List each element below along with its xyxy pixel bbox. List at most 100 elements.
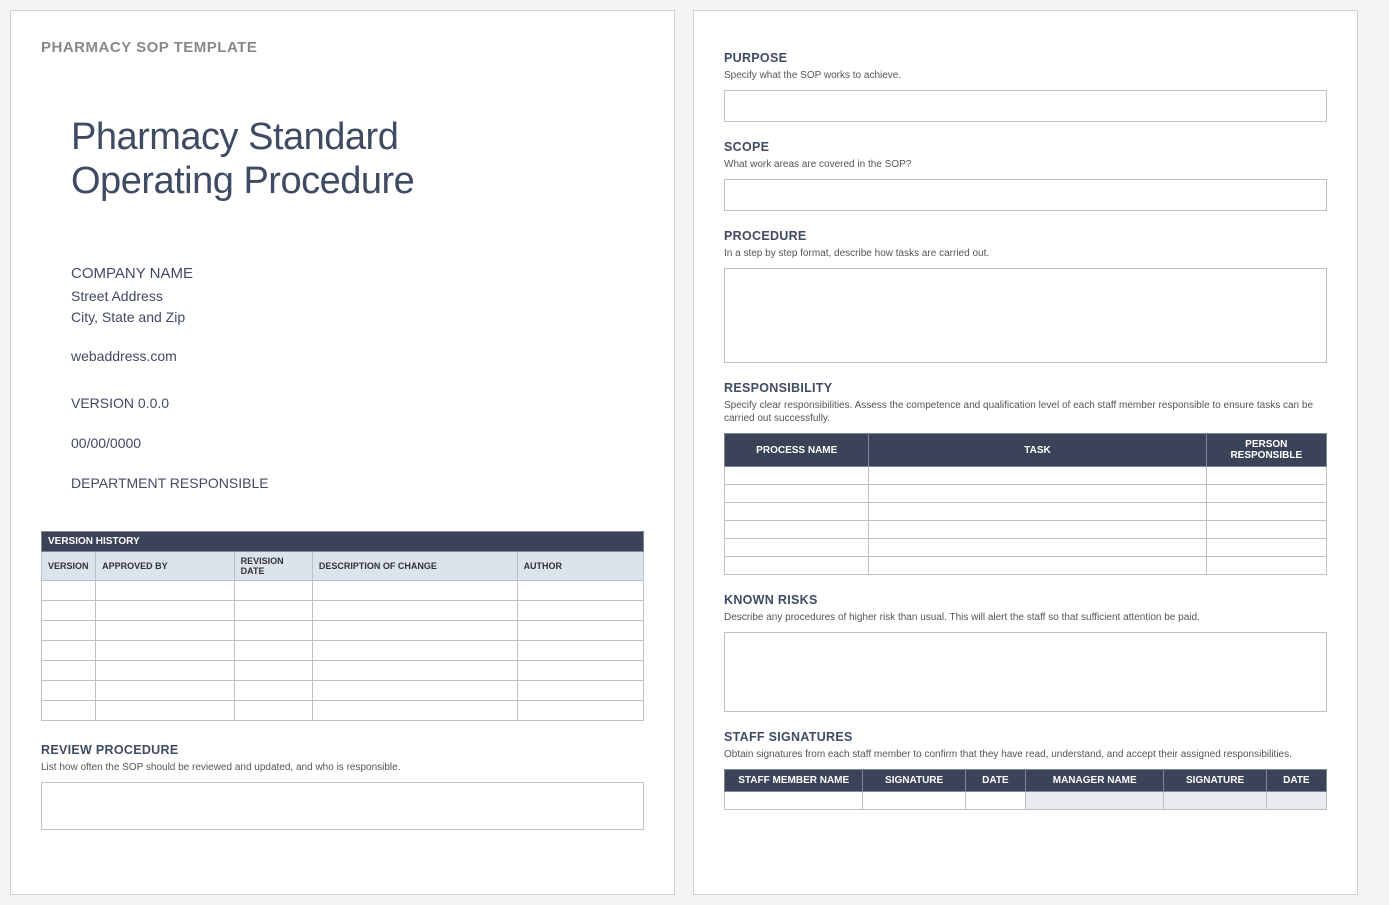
procedure-input-box[interactable] — [724, 268, 1327, 363]
table-cell[interactable] — [517, 680, 643, 700]
table-cell[interactable] — [725, 485, 869, 503]
review-input-box[interactable] — [41, 782, 644, 830]
responsibility-section: RESPONSIBILITY Specify clear responsibil… — [724, 381, 1327, 575]
sig-col-staff-signature: SIGNATURE — [863, 770, 965, 792]
table-cell[interactable] — [1206, 557, 1326, 575]
table-cell[interactable] — [96, 600, 234, 620]
title-line-1: Pharmacy Standard — [71, 116, 644, 160]
table-cell[interactable] — [42, 600, 96, 620]
sig-col-manager-date: DATE — [1266, 770, 1326, 792]
procedure-section: PROCEDURE In a step by step format, desc… — [724, 229, 1327, 363]
sig-heading: STAFF SIGNATURES — [724, 730, 1327, 744]
version-history-header-row: VERSION APPROVED BY REVISION DATE DESCRI… — [42, 551, 644, 580]
table-cell[interactable] — [1206, 503, 1326, 521]
title-line-2: Operating Procedure — [71, 160, 644, 204]
table-row — [725, 503, 1327, 521]
table-cell[interactable] — [312, 620, 517, 640]
table-cell[interactable] — [234, 700, 312, 720]
table-cell[interactable] — [42, 640, 96, 660]
col-description: DESCRIPTION OF CHANGE — [312, 551, 517, 580]
table-cell[interactable] — [869, 557, 1206, 575]
table-cell[interactable] — [96, 580, 234, 600]
table-cell[interactable] — [42, 620, 96, 640]
table-cell[interactable] — [1206, 485, 1326, 503]
table-cell[interactable] — [234, 640, 312, 660]
table-cell[interactable] — [725, 467, 869, 485]
table-cell[interactable] — [96, 700, 234, 720]
purpose-desc: Specify what the SOP works to achieve. — [724, 69, 1327, 82]
scope-heading: SCOPE — [724, 140, 1327, 154]
version-history-table: VERSION HISTORY VERSION APPROVED BY REVI… — [41, 531, 644, 721]
page-1: PHARMACY SOP TEMPLATE Pharmacy Standard … — [10, 10, 675, 895]
table-cell[interactable] — [234, 620, 312, 640]
table-cell[interactable] — [96, 620, 234, 640]
purpose-input-box[interactable] — [724, 90, 1327, 122]
page-2: PURPOSE Specify what the SOP works to ac… — [693, 10, 1358, 895]
table-cell[interactable] — [869, 485, 1206, 503]
table-cell[interactable] — [1025, 792, 1163, 810]
date-line: 00/00/0000 — [71, 435, 644, 451]
purpose-heading: PURPOSE — [724, 51, 1327, 65]
table-cell[interactable] — [725, 503, 869, 521]
table-cell[interactable] — [42, 580, 96, 600]
table-cell[interactable] — [869, 539, 1206, 557]
scope-section: SCOPE What work areas are covered in the… — [724, 140, 1327, 211]
table-cell[interactable] — [517, 600, 643, 620]
template-header: PHARMACY SOP TEMPLATE — [41, 39, 644, 56]
table-cell[interactable] — [1206, 467, 1326, 485]
table-cell[interactable] — [42, 700, 96, 720]
table-cell[interactable] — [234, 680, 312, 700]
table-row — [725, 467, 1327, 485]
risks-desc: Describe any procedures of higher risk t… — [724, 611, 1327, 624]
table-cell[interactable] — [517, 700, 643, 720]
table-cell[interactable] — [863, 792, 965, 810]
purpose-section: PURPOSE Specify what the SOP works to ac… — [724, 51, 1327, 122]
risks-input-box[interactable] — [724, 632, 1327, 712]
signatures-table: STAFF MEMBER NAME SIGNATURE DATE MANAGER… — [724, 769, 1327, 810]
sig-col-manager-signature: SIGNATURE — [1164, 770, 1266, 792]
table-cell[interactable] — [312, 580, 517, 600]
table-cell[interactable] — [869, 467, 1206, 485]
table-cell[interactable] — [234, 580, 312, 600]
table-cell[interactable] — [965, 792, 1025, 810]
version-history-title: VERSION HISTORY — [42, 531, 644, 551]
table-cell[interactable] — [517, 660, 643, 680]
signatures-section: STAFF SIGNATURES Obtain signatures from … — [724, 730, 1327, 810]
responsibility-table: PROCESS NAME TASK PERSON RESPONSIBLE — [724, 433, 1327, 575]
table-cell[interactable] — [869, 503, 1206, 521]
col-revision-date: REVISION DATE — [234, 551, 312, 580]
table-cell[interactable] — [1206, 521, 1326, 539]
scope-input-box[interactable] — [724, 179, 1327, 211]
table-row — [42, 600, 644, 620]
table-row — [725, 557, 1327, 575]
table-cell[interactable] — [312, 700, 517, 720]
table-cell[interactable] — [725, 557, 869, 575]
table-cell[interactable] — [725, 539, 869, 557]
table-cell[interactable] — [234, 600, 312, 620]
table-cell[interactable] — [517, 620, 643, 640]
table-cell[interactable] — [312, 660, 517, 680]
table-cell[interactable] — [42, 660, 96, 680]
table-cell[interactable] — [1164, 792, 1266, 810]
table-cell[interactable] — [1266, 792, 1326, 810]
table-cell[interactable] — [312, 600, 517, 620]
table-cell[interactable] — [312, 680, 517, 700]
sig-col-manager-name: MANAGER NAME — [1025, 770, 1163, 792]
table-row — [42, 620, 644, 640]
table-cell[interactable] — [234, 660, 312, 680]
table-row — [42, 660, 644, 680]
table-cell[interactable] — [96, 640, 234, 660]
table-cell[interactable] — [312, 640, 517, 660]
resp-col-person: PERSON RESPONSIBLE — [1206, 434, 1326, 467]
table-cell[interactable] — [96, 660, 234, 680]
table-cell[interactable] — [517, 580, 643, 600]
table-cell[interactable] — [96, 680, 234, 700]
table-cell[interactable] — [869, 521, 1206, 539]
table-cell[interactable] — [725, 792, 863, 810]
table-cell[interactable] — [517, 640, 643, 660]
table-cell[interactable] — [725, 521, 869, 539]
responsibility-desc: Specify clear responsibilities. Assess t… — [724, 399, 1327, 425]
col-author: AUTHOR — [517, 551, 643, 580]
table-cell[interactable] — [1206, 539, 1326, 557]
table-cell[interactable] — [42, 680, 96, 700]
